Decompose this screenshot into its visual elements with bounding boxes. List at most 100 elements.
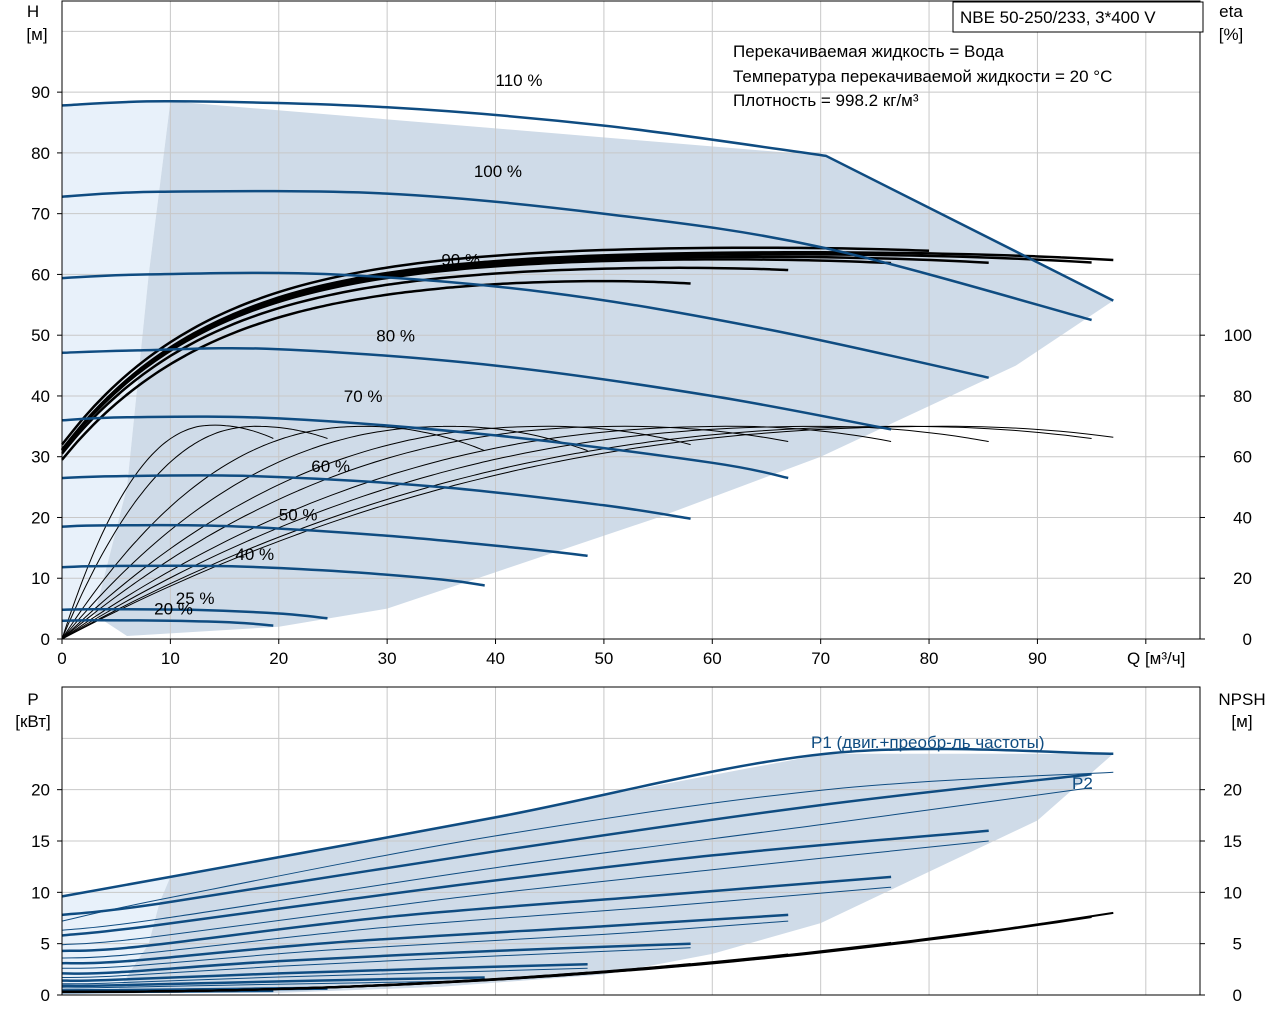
speed-curve-label: 70 % (344, 387, 383, 406)
p1-curve (61, 942, 691, 975)
speed-curve (61, 415, 789, 480)
flow-tick-label: 60 (703, 649, 722, 668)
info-liquid: Перекачиваемая жидкость = Вода (733, 42, 1004, 61)
plot-frames (57, 0, 1205, 996)
npsh-tick-label: 10 (1223, 883, 1242, 902)
p1-curve (61, 913, 789, 965)
p2-curve (61, 920, 789, 969)
p1-curve (61, 976, 485, 988)
speed-curve (61, 607, 328, 620)
speed-curve-label: 25 % (176, 589, 215, 608)
speed-curve-label: 80 % (376, 326, 415, 345)
head-axis-symbol: H (27, 2, 39, 21)
flow-tick-label: 40 (486, 649, 505, 668)
speed-curve-label: 50 % (279, 506, 318, 525)
p2-curve (61, 771, 1114, 922)
speed-curve (61, 189, 1092, 322)
eta-tick-label: 20 (1233, 569, 1252, 588)
flow-tick-label: 80 (920, 649, 939, 668)
p1-curve (61, 962, 588, 983)
p2-curve (61, 980, 485, 989)
eta-thin-curve (61, 425, 1114, 640)
eta-axis-symbol: eta (1219, 2, 1243, 21)
head-light-area (62, 101, 171, 640)
npsh-tick-label: 5 (1233, 935, 1242, 954)
power-tick-label: 15 (31, 832, 50, 851)
power-tick-label: 20 (31, 781, 50, 800)
head-tick-label: 10 (31, 569, 50, 588)
speed-curve (61, 564, 485, 587)
speed-curve-label: 40 % (235, 545, 274, 564)
curve-labels: 110 % 100 % 90 % 80 % 70 % 60 % 50 % 40 % 25 %20… (154, 71, 542, 619)
npsh-axis-symbol: NPSH (1218, 690, 1265, 709)
info-temperature: Температура перекачиваемой жидкости = 20… (733, 67, 1112, 86)
speed-curve-label: 90 % (441, 250, 480, 269)
speed-curve-label: 20 % (154, 600, 193, 619)
eta-thin-curve (61, 425, 588, 640)
speed-curve-label: 60 % (311, 457, 350, 476)
eta-tick-label: 0 (1243, 630, 1252, 649)
speed-curve (61, 523, 588, 558)
speed-curve-label: 110 % (496, 71, 543, 90)
eta-thick-curve (61, 279, 691, 461)
p1-curve-label: P1 (двиг.+преобр-ль частоты) (811, 733, 1044, 752)
head-tick-label: 60 (31, 265, 50, 284)
p2-curve (61, 886, 892, 959)
curves (61, 100, 1114, 994)
power-tick-label: 10 (31, 883, 50, 902)
flow-axis-label: Q [м³/ч] (1127, 649, 1185, 668)
flow-tick-label: 90 (1028, 649, 1047, 668)
power-axis-unit: [кВт] (15, 712, 50, 731)
flow-tick-label: 30 (378, 649, 397, 668)
p2-curve (61, 840, 989, 946)
head-tick-label: 50 (31, 326, 50, 345)
speed-curve (61, 618, 274, 627)
head-axis-unit: [м] (26, 25, 47, 44)
p2-curve (61, 787, 1092, 931)
p1-curve (61, 773, 1092, 917)
eta-thick-curve (61, 253, 1092, 452)
eta-tick-label: 60 (1233, 448, 1252, 467)
head-plot-frame (61, 0, 1201, 640)
eta-thick-curve (61, 251, 1114, 451)
speed-curve (61, 271, 989, 379)
speed-curve (61, 100, 1114, 302)
flow-tick-label: 0 (57, 649, 66, 668)
model-box-text: NBE 50-250/233, 3*400 V (960, 8, 1156, 27)
head-tick-label: 20 (31, 508, 50, 527)
flow-tick-label: 70 (811, 649, 830, 668)
eta-thick-curve (61, 246, 930, 446)
speed-curve (61, 474, 691, 520)
p2-curve (61, 947, 691, 978)
npsh-tick-label: 0 (1233, 986, 1242, 1005)
grid (62, 1, 1200, 995)
eta-thin-curve (61, 425, 328, 640)
eta-thin-curve (61, 425, 989, 640)
flow-tick-label: 20 (269, 649, 288, 668)
speed-curve-label: 100 % (474, 162, 522, 181)
head-tick-label: 0 (41, 630, 50, 649)
eta-thin-curve (61, 425, 485, 640)
p2-curve (61, 967, 588, 985)
p1-curve (61, 747, 1114, 898)
npsh-tick-label: 15 (1223, 832, 1242, 851)
power-axis-symbol: P (27, 690, 38, 709)
head-tick-label: 90 (31, 83, 50, 102)
flow-tick-label: 10 (161, 649, 180, 668)
head-tick-label: 30 (31, 448, 50, 467)
p1-curve (61, 875, 892, 953)
power-tick-label: 5 (41, 935, 50, 954)
speed-curve (61, 346, 892, 431)
head-tick-label: 40 (31, 387, 50, 406)
eta-tick-label: 40 (1233, 508, 1252, 527)
model-box (952, 1, 1204, 33)
power-envelope-area (116, 753, 1114, 993)
eta-thin-curve (61, 425, 892, 640)
head-tick-label: 80 (31, 144, 50, 163)
p2-curve-label: P2 (1072, 774, 1093, 793)
flow-tick-label: 50 (594, 649, 613, 668)
head-tick-label: 70 (31, 205, 50, 224)
